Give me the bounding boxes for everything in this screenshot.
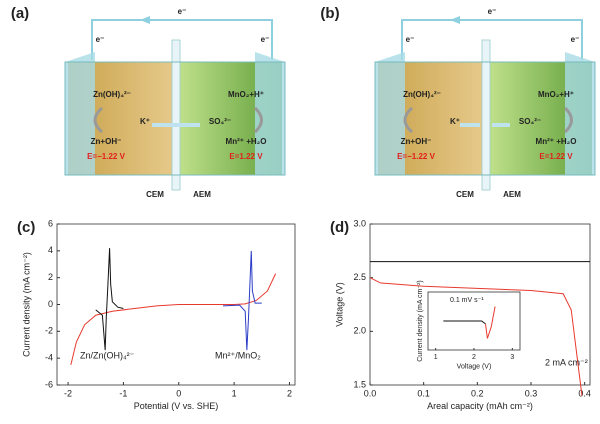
y-tick-label: 3.0 [353, 218, 366, 228]
series-line [369, 277, 583, 396]
species: MnO₂+H⁺ [228, 90, 264, 99]
species: Zn(OH)₄²⁻ [403, 90, 441, 99]
series-line [223, 250, 262, 351]
electrode-left [375, 52, 405, 175]
y-tick-label: -6 [45, 379, 53, 389]
electron-label: e⁻ [96, 35, 105, 44]
x-tick-label: 3 [510, 354, 514, 361]
panel-label: (b) [320, 5, 339, 22]
x-tick-label: 2 [287, 388, 292, 398]
x-tick-label: 0.4 [578, 388, 591, 398]
membrane-label: AEM [503, 190, 521, 199]
y-tick-label: 2.5 [353, 272, 366, 282]
membrane-label: CEM [146, 190, 164, 199]
annotation: 0.1 mV s⁻¹ [450, 297, 484, 304]
ion: K⁺ [450, 117, 460, 126]
annotation: 2 mA cm⁻² [545, 357, 588, 367]
series-line [443, 320, 486, 325]
species: Mn²⁺ +H₂O [536, 137, 577, 146]
x-tick-label: 0.1 [417, 388, 430, 398]
electron-label: e⁻ [261, 35, 270, 44]
arrow [450, 16, 460, 24]
potential: E=1.22 V [539, 152, 573, 161]
potential: E=−1.22 V [87, 152, 125, 161]
y-axis-label: Voltage (V) [334, 282, 344, 327]
reaction-arrow [403, 106, 414, 134]
panel-label: (d) [330, 219, 349, 236]
membrane [171, 39, 181, 191]
x-tick-label: 1 [232, 388, 237, 398]
cell [374, 61, 596, 176]
x-axis-label: Voltage (V) [457, 364, 492, 371]
reaction-arrow [563, 106, 573, 134]
x-tick-label: 0.3 [525, 388, 538, 398]
series-line [95, 248, 124, 351]
ion: SO₄²⁻ [519, 117, 541, 126]
panel-label: (a) [11, 5, 29, 22]
annotation: Mn²⁺/MnO₂ [215, 350, 261, 360]
electrode-left [65, 52, 95, 175]
ion: SO₄²⁻ [209, 117, 231, 126]
x-tick-label: 1 [434, 354, 438, 361]
y-tick-label: 0 [48, 299, 53, 309]
y-tick-label: 1.5 [353, 379, 366, 389]
x-tick-label: 0.2 [471, 388, 484, 398]
x-axis-label: Areal capacity (mAh cm⁻²) [427, 401, 533, 411]
y-axis-label: Current density (mA cm⁻²) [417, 280, 424, 362]
ion: K⁺ [140, 117, 150, 126]
membrane-label: CEM [456, 190, 474, 199]
electrode-right [565, 52, 595, 175]
species: Zn+OH⁻ [401, 137, 432, 146]
x-tick-label: -2 [64, 388, 72, 398]
electron-label: e⁻ [178, 7, 187, 16]
reaction-arrow [253, 106, 263, 134]
y-tick-label: -4 [45, 353, 53, 363]
potential: E=1.22 V [229, 152, 263, 161]
x-tick-label: 0 [176, 388, 181, 398]
y-tick-label: 2.0 [353, 326, 366, 336]
panel-label: (c) [17, 219, 35, 236]
species: Zn(OH)₄²⁻ [93, 90, 131, 99]
wire [91, 19, 273, 60]
electron-label: e⁻ [406, 35, 415, 44]
reaction-arrow [93, 106, 104, 134]
y-tick-label: -2 [45, 326, 53, 336]
cell [64, 61, 286, 176]
wire [401, 19, 583, 60]
y-tick-label: 2 [48, 272, 53, 282]
arrow [140, 16, 150, 24]
species: Mn²⁺ +H₂O [226, 137, 267, 146]
x-tick-label: -1 [119, 388, 127, 398]
y-axis-label: Current density (mA cm⁻²) [21, 252, 31, 357]
electron-label: e⁻ [571, 35, 580, 44]
annotation: Zn/Zn(OH)₄²⁻ [80, 350, 135, 360]
potential: E=−1.22 V [397, 152, 435, 161]
species: Zn+OH⁻ [91, 137, 122, 146]
y-tick-label: 6 [48, 218, 53, 228]
y-tick-label: 4 [48, 245, 53, 255]
x-tick-label: 2 [472, 354, 476, 361]
membrane-label: AEM [193, 190, 211, 199]
electron-label: e⁻ [488, 7, 497, 16]
electrode-right [255, 52, 285, 175]
species: MnO₂+H⁺ [538, 90, 574, 99]
membrane [481, 39, 491, 191]
series-line [485, 306, 496, 339]
x-axis-label: Potential (V vs. SHE) [134, 401, 219, 411]
x-tick-label: 0.0 [364, 388, 377, 398]
